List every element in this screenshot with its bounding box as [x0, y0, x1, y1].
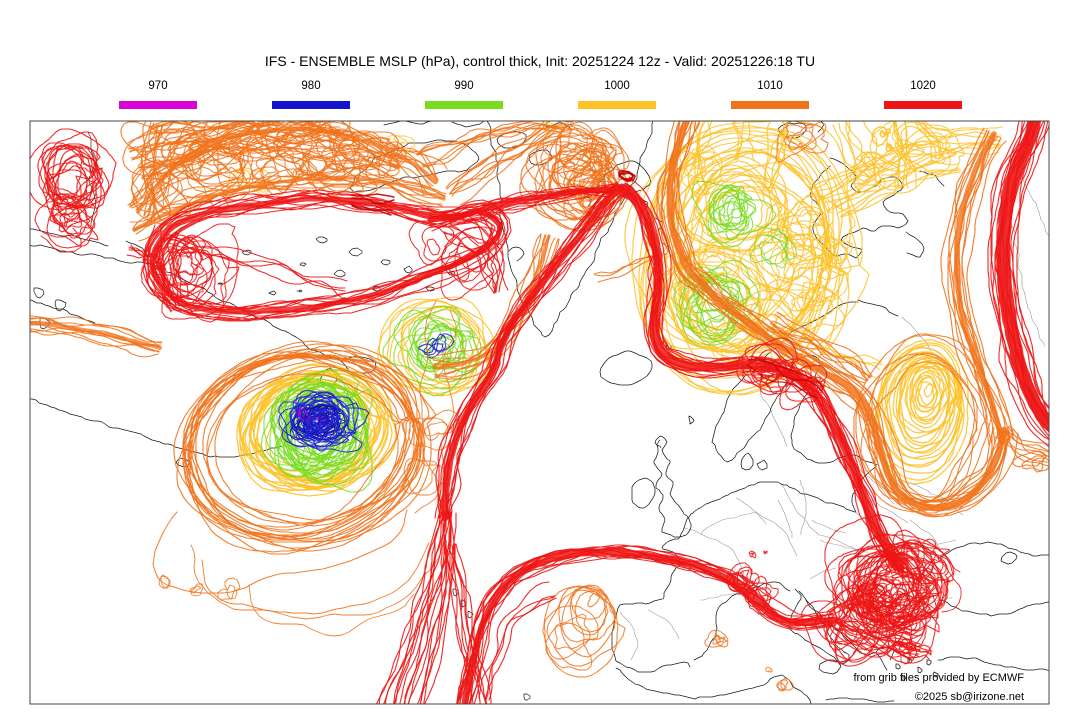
- svg-text:©2025 sb@irizone.net: ©2025 sb@irizone.net: [915, 691, 1024, 703]
- svg-text:from grib files provided by EC: from grib files provided by ECMWF: [853, 672, 1024, 684]
